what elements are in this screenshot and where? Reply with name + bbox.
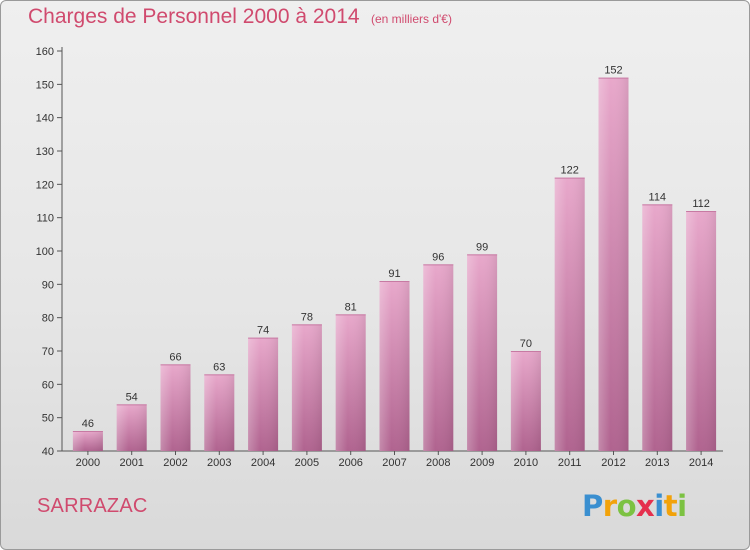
x-tick-label-2005: 2005 (295, 457, 319, 469)
x-tick-label-2006: 2006 (338, 457, 362, 469)
y-tick-label: 110 (36, 213, 54, 225)
y-tick-label: 90 (42, 279, 54, 291)
value-label-2010: 70 (520, 338, 532, 350)
bars (72, 77, 717, 452)
bar-shade-2002 (160, 364, 191, 451)
value-label-2011: 122 (561, 165, 579, 177)
value-label-2000: 46 (82, 418, 94, 430)
logo-letter: o (616, 489, 637, 523)
bar-shade-2004 (248, 337, 279, 451)
y-tick-label: 80 (42, 313, 54, 325)
value-label-2008: 96 (432, 251, 444, 263)
x-tick-label-2008: 2008 (426, 457, 450, 469)
y-tick-label: 100 (36, 246, 54, 258)
logo-letter: i (677, 489, 687, 523)
x-tick-label-2000: 2000 (76, 457, 100, 469)
y-tick-label: 60 (42, 379, 54, 391)
bar-shade-2014 (686, 211, 717, 451)
bar-shade-2009 (467, 254, 498, 451)
x-tick-label-2010: 2010 (514, 457, 538, 469)
bar-shade-2006 (335, 314, 366, 451)
value-label-2006: 81 (345, 301, 357, 313)
bar-shade-2010 (510, 351, 541, 451)
bar-shade-2008 (423, 264, 454, 451)
logo-letter: x (636, 489, 655, 523)
place-name: SARRAZAC (37, 495, 148, 517)
x-tick-label-2001: 2001 (119, 457, 143, 469)
y-tick-label: 150 (36, 79, 54, 91)
x-tick-label-2011: 2011 (558, 457, 582, 469)
x-tick-label-2014: 2014 (689, 457, 713, 469)
chart-subtitle: (en milliers d'€) (371, 12, 452, 26)
logo-letter: t (663, 489, 678, 523)
bar-shade-2005 (291, 324, 322, 451)
value-label-2014: 112 (692, 198, 710, 210)
bar-shade-2013 (642, 204, 673, 451)
bar-shade-2007 (379, 281, 410, 451)
x-tick-label-2004: 2004 (251, 457, 275, 469)
bar-shade-2011 (554, 177, 585, 451)
value-label-2009: 99 (476, 241, 488, 253)
chart-title: Charges de Personnel 2000 à 2014 (28, 5, 360, 28)
bar-shade-2000 (72, 431, 103, 451)
data-labels: 46 54 66 63 74 78 81 91 96 99 70 122 152 114 112 (82, 65, 710, 430)
y-tick-label: 50 (42, 413, 54, 425)
bar-shade-2003 (204, 374, 235, 451)
value-label-2001: 54 (126, 391, 138, 403)
x-tick-label-2002: 2002 (163, 457, 187, 469)
value-label-2002: 66 (169, 351, 181, 363)
value-label-2004: 74 (257, 325, 269, 337)
x-tick-label-2009: 2009 (470, 457, 494, 469)
logo-letter: P (582, 489, 603, 523)
bar-shade-2001 (116, 404, 147, 451)
y-tick-label: 40 (42, 446, 54, 458)
value-label-2012: 152 (604, 65, 622, 77)
y-tick-label: 130 (36, 146, 54, 158)
x-tick-label-2007: 2007 (382, 457, 406, 469)
x-tick-label-2012: 2012 (601, 457, 625, 469)
value-label-2003: 63 (213, 361, 225, 373)
y-tick-label: 120 (36, 179, 54, 191)
value-label-2013: 114 (649, 191, 667, 203)
logo-letter: r (602, 489, 617, 523)
bar-shade-2012 (598, 77, 629, 452)
value-label-2007: 91 (388, 268, 400, 280)
logo-letter: i (654, 489, 664, 523)
y-tick-label: 70 (42, 346, 54, 358)
x-tick-label-2013: 2013 (645, 457, 669, 469)
value-label-2005: 78 (301, 311, 313, 323)
y-tick-label: 140 (36, 113, 54, 125)
x-tick-label-2003: 2003 (207, 457, 231, 469)
y-tick-label: 160 (36, 46, 54, 58)
proxiti-logo: Proxiti (582, 489, 687, 523)
